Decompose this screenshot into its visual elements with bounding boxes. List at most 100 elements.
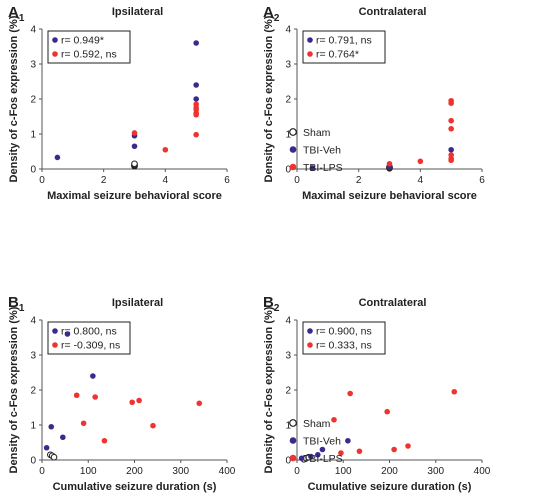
data-point-lps: [162, 146, 169, 153]
x-tick-label: 200: [381, 466, 398, 477]
y-axis-label: Density of c-Fos expression (%): [263, 306, 275, 473]
stats-box: [302, 30, 386, 64]
data-point-veh: [43, 444, 50, 451]
data-point-lps: [448, 125, 454, 132]
x-tick-label: 0: [39, 466, 45, 477]
panel-subscript: 2: [274, 13, 280, 24]
data-point-veh: [64, 331, 71, 337]
legend: Sham TBI-Veh TBI-LPS: [289, 127, 343, 174]
stats-text: r= 0.592, ns: [61, 49, 117, 61]
stats-text: r= 0.333, ns: [316, 340, 372, 352]
panel-title: Contralateral: [359, 297, 427, 309]
x-axis-label: Cumulative seizure duration (s): [53, 481, 217, 493]
stats-text: r= 0.764*: [316, 49, 359, 61]
panel-letter: B: [263, 294, 274, 311]
y-tick-label: 0: [30, 165, 36, 176]
data-point-lps: [448, 117, 454, 124]
x-tick-label: 400: [474, 466, 491, 477]
legend-marker-lps: [289, 454, 297, 462]
y-tick-label: 0: [285, 165, 291, 176]
legend-label: Sham: [303, 418, 331, 430]
x-tick-label: 2: [101, 175, 107, 186]
stats-marker: [307, 51, 313, 57]
data-point-lps: [386, 160, 393, 167]
data-point-veh: [54, 154, 61, 161]
stats-marker: [307, 37, 313, 43]
y-tick-label: 3: [285, 60, 291, 71]
stats-marker: [52, 342, 58, 348]
data-point-lps: [193, 131, 199, 138]
x-tick-label: 4: [163, 175, 169, 186]
panel-label: B2: [263, 294, 280, 314]
y-tick-label: 4: [285, 316, 291, 327]
data-point-lps: [417, 158, 424, 165]
data-point-veh: [309, 165, 316, 171]
legend-marker-veh: [289, 437, 297, 444]
data-point-veh: [60, 434, 66, 441]
y-tick-label: 1: [30, 130, 36, 141]
panel-letter: B: [8, 294, 19, 311]
x-tick-label: 0: [294, 466, 300, 477]
data-point-lps: [193, 111, 199, 118]
y-tick-label: 1: [285, 421, 291, 432]
x-tick-label: 100: [80, 466, 97, 477]
data-point-veh: [308, 453, 314, 460]
y-tick-label: 0: [30, 456, 36, 467]
y-tick-label: 3: [285, 351, 291, 362]
y-tick-label: 1: [30, 421, 36, 432]
x-tick-label: 2: [356, 175, 362, 186]
data-point-sham: [50, 453, 58, 461]
data-point-lps: [391, 446, 397, 453]
legend-marker-sham: [289, 419, 297, 427]
x-tick-label: 6: [479, 175, 485, 186]
y-tick-label: 2: [285, 386, 291, 397]
data-point-lps: [136, 397, 142, 404]
data-point-lps: [131, 130, 138, 136]
panel-label: B1: [8, 294, 25, 314]
legend-marker-sham: [289, 128, 297, 136]
y-axis-label: Density of c-Fos expression (%): [263, 15, 275, 182]
data-point-veh: [315, 451, 321, 458]
x-tick-label: 4: [418, 175, 424, 186]
x-tick-label: 0: [39, 175, 45, 186]
data-point-lps: [338, 450, 344, 456]
x-axis-label: Cumulative seizure duration (s): [308, 481, 472, 493]
data-point-veh: [193, 96, 199, 102]
legend-label: TBI-LPS: [303, 162, 343, 174]
data-point-lps: [451, 388, 458, 395]
panel-subscript: 1: [19, 13, 25, 24]
data-point-lps: [347, 390, 353, 397]
x-tick-label: 400: [219, 466, 236, 477]
x-tick-label: 300: [172, 466, 189, 477]
y-tick-label: 2: [30, 386, 36, 397]
stats-text: r= 0.791, ns: [316, 35, 372, 47]
data-point-veh: [298, 455, 305, 462]
data-point-lps: [331, 416, 337, 423]
panel-title: Contralateral: [359, 6, 427, 18]
x-tick-label: 0: [294, 175, 300, 186]
data-point-veh: [193, 40, 199, 46]
y-tick-label: 2: [30, 95, 36, 106]
y-axis-label: Density of c-Fos expression (%): [8, 15, 20, 182]
stats-box: [47, 30, 131, 64]
y-tick-label: 3: [30, 351, 36, 362]
stats-marker: [52, 328, 58, 334]
data-point-lps: [73, 392, 80, 399]
legend-label: TBI-LPS: [303, 453, 343, 465]
legend-label: TBI-Veh: [303, 145, 341, 157]
x-axis-label: Maximal seizure behavioral score: [302, 190, 477, 202]
data-point-lps: [448, 100, 454, 106]
stats-marker: [307, 328, 313, 334]
legend: Sham TBI-Veh TBI-LPS: [289, 418, 343, 465]
data-point-veh: [131, 143, 138, 150]
x-tick-label: 200: [126, 466, 143, 477]
y-tick-label: 0: [285, 456, 291, 467]
stats-text: r= 0.800, ns: [61, 326, 117, 338]
x-tick-label: 6: [224, 175, 230, 186]
stats-text: r= -0.309, ns: [61, 340, 120, 352]
data-point-lps: [150, 422, 156, 429]
